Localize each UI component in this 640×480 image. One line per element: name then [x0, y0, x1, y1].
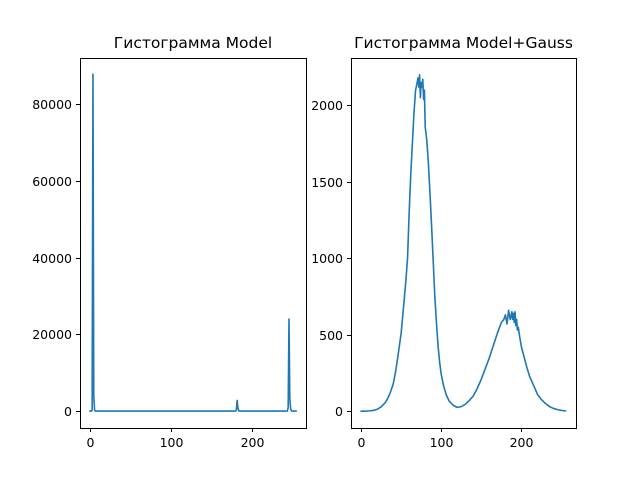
- y-tick-label: 0: [335, 404, 343, 419]
- y-tick-label: 40000: [32, 251, 72, 266]
- y-tick-label: 80000: [32, 97, 72, 112]
- x-tick-label: 100: [430, 435, 454, 450]
- y-tick-label: 500: [319, 328, 343, 343]
- y-tick-label: 0: [64, 404, 72, 419]
- x-tick-label: 100: [160, 435, 184, 450]
- y-tick-label: 1000: [311, 251, 343, 266]
- series-line: [88, 73, 298, 412]
- chart-panel-model: Гистограмма Model 0 100 200 0 20000 40000 60000…: [32, 34, 307, 450]
- x-tick-label: 200: [241, 435, 265, 450]
- y-tick-label: 2000: [311, 98, 343, 113]
- y-tick-label: 20000: [32, 327, 72, 342]
- chart-title: Гистограмма Model+Gauss: [354, 34, 573, 52]
- x-tick-label: 0: [87, 435, 95, 450]
- series-line: [360, 74, 567, 412]
- chart-title: Гистограмма Model: [114, 34, 272, 52]
- x-tick-label: 0: [358, 435, 366, 450]
- axes-frame: [351, 58, 577, 429]
- y-tick-label: 60000: [32, 174, 72, 189]
- x-tick-label: 200: [510, 435, 534, 450]
- axes-frame: [80, 58, 307, 429]
- y-tick-label: 1500: [311, 175, 343, 190]
